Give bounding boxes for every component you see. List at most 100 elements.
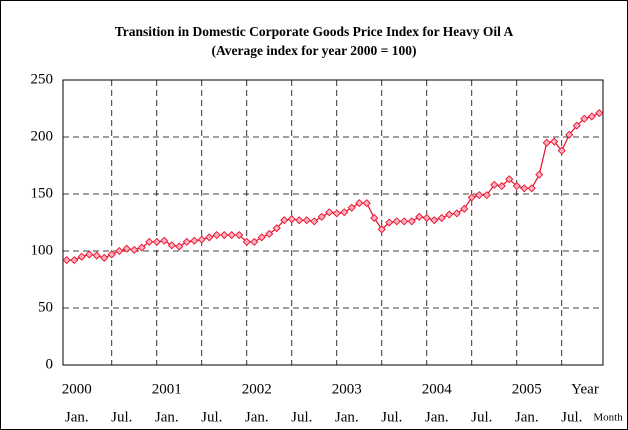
x-tick-label: Jan. — [65, 409, 89, 425]
data-point — [392, 217, 401, 226]
x-tick-label: Jul. — [471, 409, 492, 425]
data-point — [557, 146, 566, 155]
data-point — [347, 203, 356, 212]
data-point — [377, 225, 386, 234]
data-point — [565, 130, 574, 139]
data-point — [467, 193, 476, 202]
data-point — [437, 213, 446, 222]
year-label: 2002 — [242, 381, 272, 397]
data-point — [265, 229, 274, 238]
data-point — [190, 236, 199, 245]
data-point — [77, 252, 86, 261]
month-axis-label: Month — [593, 412, 623, 424]
chart-subtitle: (Average index for year 2000 = 100) — [212, 43, 417, 58]
x-tick-label: Jan. — [155, 409, 179, 425]
data-point — [505, 175, 514, 184]
x-tick-label: Jul. — [201, 409, 222, 425]
plot-frame — [62, 79, 604, 366]
data-point — [145, 237, 154, 246]
year-label: 2001 — [152, 381, 182, 397]
data-point — [92, 251, 101, 260]
data-point — [407, 217, 416, 226]
x-tick-label: Jul. — [111, 409, 132, 425]
data-point — [70, 256, 79, 265]
data-point — [115, 246, 124, 256]
data-point — [452, 209, 461, 218]
y-tick-label: 250 — [31, 71, 54, 87]
data-point — [122, 244, 131, 253]
data-point — [512, 181, 521, 191]
data-point — [580, 114, 589, 123]
data-point — [152, 237, 161, 246]
data-point — [160, 236, 169, 245]
data-point — [340, 208, 349, 217]
data-point — [85, 250, 94, 259]
data-point — [182, 237, 191, 246]
data-point — [332, 209, 341, 218]
data-point — [242, 237, 251, 246]
y-tick-label: 0 — [46, 356, 54, 372]
data-point — [302, 216, 311, 225]
data-point — [287, 215, 296, 224]
y-tick-label: 100 — [31, 242, 54, 258]
x-tick-label: Jul. — [381, 409, 402, 425]
data-point — [310, 217, 319, 226]
data-point — [482, 191, 491, 200]
data-point — [355, 199, 364, 208]
x-tick-label: Jan. — [515, 409, 539, 425]
x-tick-label: Jul. — [291, 409, 312, 425]
x-tick-label: Jul. — [561, 409, 582, 425]
data-point — [295, 216, 304, 225]
x-tick-label: Jan. — [245, 409, 269, 425]
y-tick-label: 50 — [38, 299, 53, 315]
data-point — [422, 213, 431, 222]
data-point — [587, 112, 596, 121]
data-point — [272, 224, 281, 233]
data-point — [197, 235, 206, 244]
x-tick-label: Jan. — [425, 409, 449, 425]
data-point — [235, 231, 244, 240]
data-point — [572, 121, 581, 130]
x-tick-label: Jan. — [335, 409, 359, 425]
data-point — [362, 199, 371, 208]
data-point — [445, 210, 454, 219]
data-point — [430, 216, 439, 225]
data-point — [542, 138, 551, 147]
year-label: 2004 — [422, 381, 453, 397]
data-point — [490, 180, 499, 189]
y-tick-label: 150 — [31, 185, 54, 201]
data-point — [595, 109, 604, 118]
year-label: 2000 — [62, 381, 92, 397]
data-point — [400, 217, 409, 226]
data-point — [550, 137, 559, 146]
data-point — [317, 212, 326, 221]
data-point — [167, 241, 176, 250]
data-point — [205, 233, 214, 242]
data-point — [107, 250, 116, 259]
data-point — [520, 184, 529, 193]
data-point — [385, 218, 394, 227]
data-point — [460, 204, 469, 213]
data-point — [280, 216, 289, 225]
data-point — [62, 256, 71, 265]
data-point — [100, 253, 109, 262]
data-point — [415, 212, 424, 221]
data-point — [130, 245, 139, 254]
data-point — [137, 243, 146, 252]
data-point — [535, 170, 544, 179]
data-point — [257, 233, 266, 242]
data-point — [227, 231, 236, 240]
y-tick-label: 200 — [31, 128, 54, 144]
data-point — [212, 231, 221, 240]
data-point — [220, 231, 229, 240]
data-point — [497, 181, 506, 191]
year-label: 2003 — [332, 381, 362, 397]
data-point — [250, 237, 259, 246]
year-axis-label: Year — [571, 381, 599, 397]
data-point — [325, 208, 334, 217]
data-point — [370, 213, 379, 222]
data-point — [175, 242, 184, 251]
data-point — [527, 184, 536, 193]
